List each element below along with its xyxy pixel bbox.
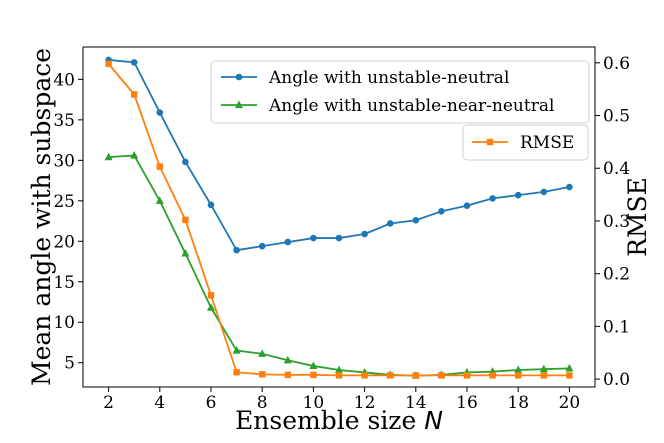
left-y-tick-label: 30 (53, 151, 75, 171)
left-y-tick-label: 20 (53, 232, 75, 252)
data-point-rmse (412, 372, 420, 379)
legend-label: Angle with unstable-neutral (268, 68, 509, 88)
data-point-rmse (259, 371, 266, 378)
data-point-rmse (233, 369, 240, 376)
left-y-tick-label: 35 (53, 111, 75, 131)
data-point-rmse (387, 372, 394, 379)
x-axis-label: Ensemble size (235, 406, 416, 435)
right-y-tick-label: 0.1 (603, 317, 630, 337)
data-point-angle-with-unstable-neutral (386, 220, 394, 227)
plot-markers (104, 56, 574, 379)
right-y-axis-title: RMSE (623, 177, 652, 257)
data-point-rmse (438, 372, 445, 379)
data-point-rmse (131, 91, 138, 98)
data-point-angle-with-unstable-neutral (182, 158, 189, 166)
data-point-rmse (310, 371, 317, 379)
legend-label: Angle with unstable-near-neutral (268, 96, 554, 116)
legend-entry-rmse: RMSE (472, 133, 574, 153)
legend-label: RMSE (520, 133, 574, 153)
right-y-tick-label: 0.3 (603, 212, 630, 232)
data-point-rmse (156, 163, 164, 170)
left-y-tick-label: 25 (53, 192, 75, 212)
x-tick-label: 6 (206, 393, 217, 413)
data-point-angle-with-unstable-neutral (489, 195, 496, 202)
x-tick-label: 2 (103, 393, 114, 413)
legend-left-box (210, 60, 590, 124)
left-y-tick-label: 15 (53, 273, 75, 293)
data-point-rmse (284, 371, 292, 379)
data-point-angle-with-unstable-neutral (412, 216, 420, 224)
data-point-rmse (540, 372, 547, 379)
data-point-angle-with-unstable-neutral (233, 246, 240, 254)
data-point-angle-with-unstable-neutral (540, 188, 548, 196)
data-point-angle-with-unstable-neutral (258, 242, 266, 250)
x-axis-ticks: 2 4 6 8 10 12 14 16 18 20 (103, 387, 580, 413)
legend-right-box (462, 124, 589, 161)
x-axis-variable: N (424, 406, 443, 435)
data-point-angle-with-unstable-neutral (335, 234, 343, 242)
data-point-rmse (335, 372, 343, 379)
data-point-angle-with-unstable-neutral (284, 238, 292, 246)
left-y-axis-title: Mean angle with subspace (27, 48, 56, 386)
left-y-axis-ticks: 5 10 15 20 25 30 35 40 (53, 70, 83, 374)
data-point-angle-with-unstable-near-neutral (309, 361, 318, 370)
plot-frame (82, 46, 596, 388)
x-tick-label: 18 (507, 393, 529, 413)
x-tick-label: 4 (154, 393, 165, 413)
right-y-tick-label: 0.5 (603, 107, 630, 127)
data-point-rmse (361, 372, 368, 379)
data-point-angle-with-unstable-neutral (463, 202, 471, 209)
data-point-rmse (105, 60, 112, 68)
data-point-angle-with-unstable-near-neutral (181, 248, 190, 257)
data-point-angle-with-unstable-neutral (361, 230, 368, 238)
legend-swatch-marker (234, 100, 244, 109)
data-point-angle-with-unstable-neutral (438, 208, 445, 215)
left-y-tick-label: 40 (53, 70, 75, 90)
legend-swatch-marker (235, 73, 243, 81)
x-tick-label: 16 (456, 393, 478, 413)
data-point-angle-with-unstable-near-neutral (258, 349, 267, 357)
legend-entry-angle-with-unstable-neutral: Angle with unstable-neutral (221, 68, 509, 88)
data-point-rmse (182, 216, 189, 224)
left-y-tick-label: 10 (53, 313, 75, 333)
x-tick-label: 8 (257, 393, 268, 413)
right-y-tick-label: 0.6 (603, 54, 630, 74)
data-point-angle-with-unstable-near-neutral (283, 355, 292, 364)
right-y-tick-label: 0.0 (603, 370, 630, 390)
legend-right-axis: RMSE (462, 124, 589, 161)
data-point-rmse (489, 372, 496, 379)
x-tick-label: 12 (354, 393, 376, 413)
left-y-tick-label: 5 (64, 354, 75, 374)
data-point-angle-with-unstable-near-neutral (206, 303, 216, 311)
data-point-angle-with-unstable-neutral (207, 201, 215, 209)
x-axis-title: Ensemble size N (235, 406, 443, 435)
data-point-angle-with-unstable-neutral (310, 234, 317, 242)
right-y-tick-label: 0.2 (603, 265, 630, 285)
legend-swatch-marker (486, 138, 494, 146)
right-y-tick-label: 0.4 (603, 159, 630, 179)
data-point-rmse (463, 372, 471, 379)
data-point-angle-with-unstable-near-neutral (104, 152, 113, 161)
data-point-angle-with-unstable-near-neutral (130, 151, 139, 159)
x-tick-label: 14 (405, 393, 427, 413)
data-point-angle-with-unstable-neutral (566, 183, 573, 191)
data-point-rmse (515, 372, 522, 379)
data-point-angle-with-unstable-neutral (514, 191, 522, 199)
data-point-rmse (207, 292, 215, 299)
data-point-angle-with-unstable-near-neutral (565, 363, 574, 372)
data-point-angle-with-unstable-near-neutral (539, 364, 548, 373)
data-point-angle-with-unstable-near-neutral (232, 346, 241, 354)
data-point-angle-with-unstable-neutral (156, 109, 164, 116)
right-y-axis-ticks: 0.0 0.1 0.2 0.3 0.4 0.5 0.6 (595, 54, 630, 390)
legend-left-axis: Angle with unstable-neutral Angle with un… (210, 60, 590, 124)
data-point-angle-with-unstable-neutral (130, 59, 138, 66)
legend-entry-angle-with-unstable-near-neutral: Angle with unstable-near-neutral (221, 96, 554, 116)
x-tick-label: 20 (559, 393, 581, 413)
data-point-angle-with-unstable-near-neutral (155, 196, 164, 204)
x-tick-label: 10 (303, 393, 325, 413)
data-point-rmse (566, 372, 573, 379)
